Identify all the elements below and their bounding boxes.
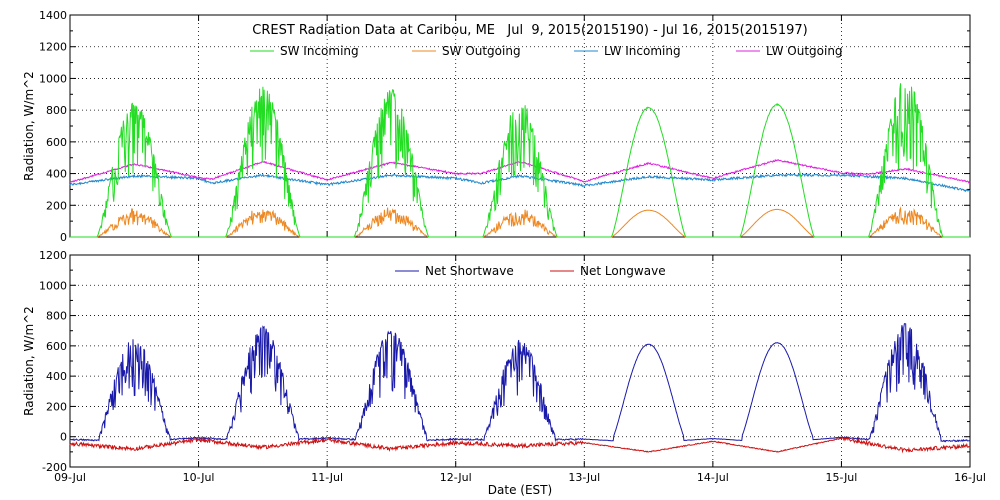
legend-label: LW Incoming <box>604 44 681 58</box>
y-axis-label: Radiation, W/m^2 <box>22 306 36 416</box>
y-tick-label: -200 <box>42 461 67 474</box>
x-tick-label: 10-Jul <box>183 471 215 484</box>
y-tick-label: 1000 <box>39 72 67 85</box>
chart-title: CREST Radiation Data at Caribou, ME Jul … <box>252 23 807 38</box>
x-tick-label: 09-Jul <box>54 471 86 484</box>
x-tick-label: 13-Jul <box>568 471 600 484</box>
y-axis-label: Radiation, W/m^2 <box>22 71 36 181</box>
y-tick-label: 1000 <box>39 279 67 292</box>
legend-label: SW Incoming <box>280 44 359 58</box>
bottom-panel: -200 0 200 400 600 800 1000 1200 09-Jul 10-Jul 11-… <box>22 249 986 484</box>
y-tick-label: 600 <box>46 340 67 353</box>
legend-label: LW Outgoing <box>766 44 843 58</box>
y-tick-label: 200 <box>46 400 67 413</box>
legend-label: Net Longwave <box>580 264 666 278</box>
y-tick-label: 0 <box>60 431 67 444</box>
y-tick-label: 200 <box>46 199 67 212</box>
y-tick-label: 0 <box>60 231 67 244</box>
y-tick-label: 1200 <box>39 41 67 54</box>
y-tick-label: 600 <box>46 136 67 149</box>
net-shortwave-line <box>69 323 971 443</box>
legend-label: Net Shortwave <box>425 264 514 278</box>
x-axis-label: Date (EST) <box>488 483 552 497</box>
sw-outgoing-line <box>70 206 970 238</box>
x-tick-label: 15-Jul <box>825 471 857 484</box>
y-tick-label: 800 <box>46 104 67 117</box>
x-tick-label: 14-Jul <box>697 471 729 484</box>
legend-label: SW Outgoing <box>442 44 521 58</box>
net-longwave-line <box>69 436 971 454</box>
y-tick-label: 1400 <box>39 9 67 22</box>
x-tick-label: 12-Jul <box>440 471 472 484</box>
y-tick-label: 800 <box>46 310 67 323</box>
sw-incoming-line <box>70 83 970 238</box>
x-tick-label: 16-Jul <box>954 471 986 484</box>
y-tick-label: 400 <box>46 370 67 383</box>
x-tick-label: 11-Jul <box>311 471 343 484</box>
y-tick-label: 1200 <box>39 249 67 262</box>
top-panel: 0 200 400 600 800 1000 1200 1400 Radiation, W/m^… <box>22 9 971 244</box>
lw-incoming-line <box>69 172 971 193</box>
y-tick-label: 400 <box>46 168 67 181</box>
